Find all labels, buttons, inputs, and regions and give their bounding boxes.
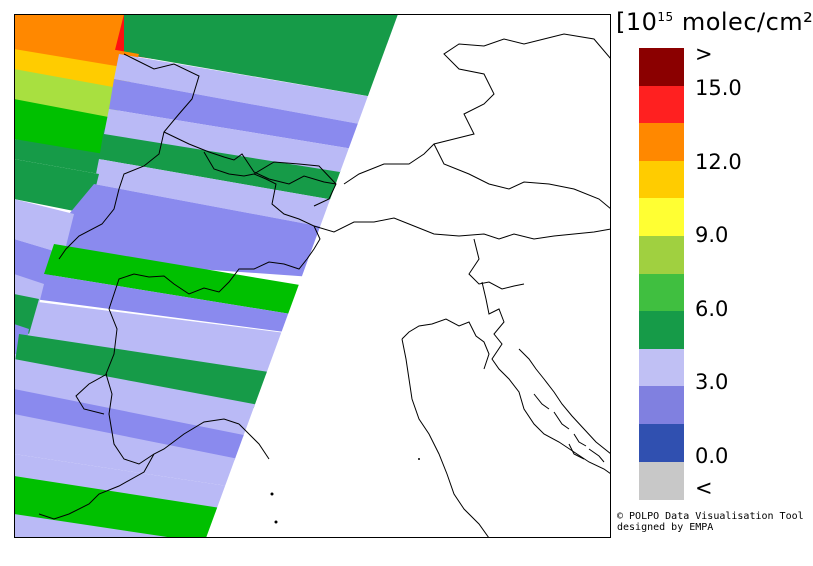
border-line <box>163 131 337 185</box>
island-dot <box>418 458 420 460</box>
coastline-path <box>533 393 587 447</box>
border-line <box>108 258 308 310</box>
border-lines <box>38 33 611 520</box>
swath-strip <box>124 14 398 104</box>
border-line <box>468 238 525 290</box>
colorbar-label: > <box>695 42 713 66</box>
border-line <box>253 173 321 260</box>
island-dots <box>270 458 420 524</box>
swath-strip <box>109 79 398 159</box>
swath-strip <box>104 109 398 184</box>
border-line <box>203 151 255 177</box>
swath-strip <box>14 199 74 254</box>
border-line <box>58 53 200 260</box>
border-line <box>253 161 337 207</box>
swath-strip <box>14 14 124 54</box>
colorbar-swatch-10.5-12 <box>639 198 684 237</box>
colorbar-swatch-13.5-15 <box>639 123 684 162</box>
colorbar-swatch-15-plus <box>639 85 684 124</box>
colorbar-label: < <box>695 476 713 500</box>
island-dot <box>274 520 278 524</box>
colorbar-swatch-above-max <box>639 48 684 87</box>
island-dot <box>270 492 274 496</box>
colorbar-label: 0.0 <box>695 444 729 468</box>
colorbar-label: 12.0 <box>695 150 742 174</box>
border-line <box>38 453 155 520</box>
coastline-path <box>568 443 605 463</box>
colorbar-swatch-3-4.5 <box>639 386 684 425</box>
map-frame <box>14 14 611 538</box>
credits-line: designed by EMPA <box>617 522 714 533</box>
colorbar-label: 9.0 <box>695 223 729 247</box>
border-line <box>75 373 108 415</box>
colorbar-label: 3.0 <box>695 370 729 394</box>
colorbar-swatch-below-min <box>639 461 684 500</box>
colorbar-swatch-12-13.5 <box>639 160 684 199</box>
map-panel <box>14 14 611 538</box>
colorbar-swatch-9-10.5 <box>639 236 684 275</box>
coastline-path <box>481 281 611 475</box>
colorbar-swatch-1.5-3 <box>639 424 684 463</box>
coastline-path <box>518 348 611 455</box>
swath-strip <box>14 514 398 538</box>
swath-strip <box>114 54 398 134</box>
swath-strip <box>14 294 39 334</box>
colorbar-swatch-6-7.5 <box>639 311 684 350</box>
coastline-path <box>401 318 490 370</box>
colorbar-label: 15.0 <box>695 76 742 100</box>
units-exponent: 15 <box>657 10 674 24</box>
credits-line: © POLPO Data Visualisation Tool <box>617 511 804 522</box>
coastline <box>238 281 611 538</box>
border-line <box>313 217 611 240</box>
border-line <box>105 308 240 465</box>
colorbar-swatch-7.5-9 <box>639 273 684 312</box>
swath-strip <box>14 139 104 174</box>
border-line <box>433 143 611 210</box>
units-prefix: [10 <box>616 8 658 36</box>
colorbar-label: 6.0 <box>695 297 729 321</box>
coastline-path <box>401 338 490 538</box>
swath-strip <box>14 69 124 124</box>
colorbar-units: [1015 molec/cm²] <box>616 8 813 36</box>
swath-strip <box>14 159 99 214</box>
units-suffix: molec/cm²] <box>673 8 813 36</box>
coastline-path <box>238 423 270 460</box>
satellite-swath <box>14 14 398 538</box>
colorbar-swatch-4.5-6 <box>639 348 684 387</box>
border-line <box>343 33 611 185</box>
credits: © POLPO Data Visualisation Tool designed… <box>617 511 804 533</box>
